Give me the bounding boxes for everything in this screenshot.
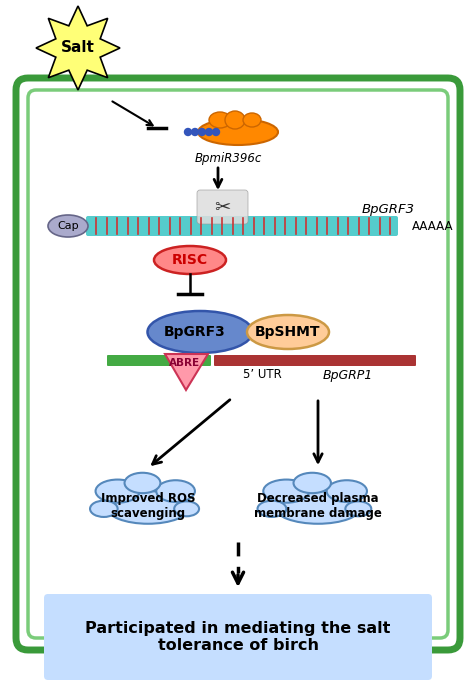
Ellipse shape bbox=[346, 501, 371, 516]
Text: Cap: Cap bbox=[57, 221, 79, 231]
Text: BpGRF3: BpGRF3 bbox=[362, 203, 415, 217]
Text: Participated in mediating the salt
tolerance of birch: Participated in mediating the salt toler… bbox=[85, 621, 391, 653]
Text: Decreased plasma
membrane damage: Decreased plasma membrane damage bbox=[254, 492, 382, 520]
Ellipse shape bbox=[96, 480, 140, 502]
Polygon shape bbox=[36, 6, 120, 90]
Circle shape bbox=[212, 129, 219, 136]
Ellipse shape bbox=[294, 473, 331, 493]
Ellipse shape bbox=[125, 473, 160, 493]
Ellipse shape bbox=[148, 311, 252, 353]
Ellipse shape bbox=[247, 315, 329, 349]
Text: BpGRF3: BpGRF3 bbox=[164, 325, 226, 339]
FancyBboxPatch shape bbox=[86, 216, 398, 236]
Ellipse shape bbox=[156, 480, 195, 502]
Ellipse shape bbox=[243, 113, 261, 127]
Text: ABRE: ABRE bbox=[169, 358, 200, 368]
Ellipse shape bbox=[90, 500, 118, 517]
Text: ✂: ✂ bbox=[214, 197, 230, 217]
FancyBboxPatch shape bbox=[44, 594, 432, 680]
Ellipse shape bbox=[209, 112, 231, 128]
Ellipse shape bbox=[327, 480, 367, 502]
Text: 5’ UTR: 5’ UTR bbox=[243, 369, 281, 381]
Ellipse shape bbox=[225, 111, 245, 129]
Text: Improved ROS
scavenging: Improved ROS scavenging bbox=[101, 492, 195, 520]
FancyBboxPatch shape bbox=[107, 355, 211, 366]
Ellipse shape bbox=[258, 500, 287, 517]
Circle shape bbox=[191, 129, 198, 136]
Ellipse shape bbox=[275, 491, 361, 524]
Text: RISC: RISC bbox=[172, 253, 208, 267]
Text: BpmiR396c: BpmiR396c bbox=[194, 152, 262, 165]
Ellipse shape bbox=[154, 246, 226, 274]
Ellipse shape bbox=[107, 491, 189, 524]
Circle shape bbox=[206, 129, 212, 136]
Text: BpGRP1: BpGRP1 bbox=[323, 369, 373, 381]
Text: BpSHMT: BpSHMT bbox=[255, 325, 321, 339]
FancyBboxPatch shape bbox=[214, 355, 416, 366]
Ellipse shape bbox=[48, 215, 88, 237]
Ellipse shape bbox=[198, 119, 278, 145]
Ellipse shape bbox=[263, 480, 309, 502]
Text: AAAAA: AAAAA bbox=[412, 219, 454, 233]
Polygon shape bbox=[165, 354, 208, 390]
Ellipse shape bbox=[174, 501, 199, 516]
Text: Salt: Salt bbox=[61, 41, 95, 55]
Circle shape bbox=[185, 129, 191, 136]
Circle shape bbox=[198, 129, 206, 136]
FancyBboxPatch shape bbox=[197, 190, 248, 224]
